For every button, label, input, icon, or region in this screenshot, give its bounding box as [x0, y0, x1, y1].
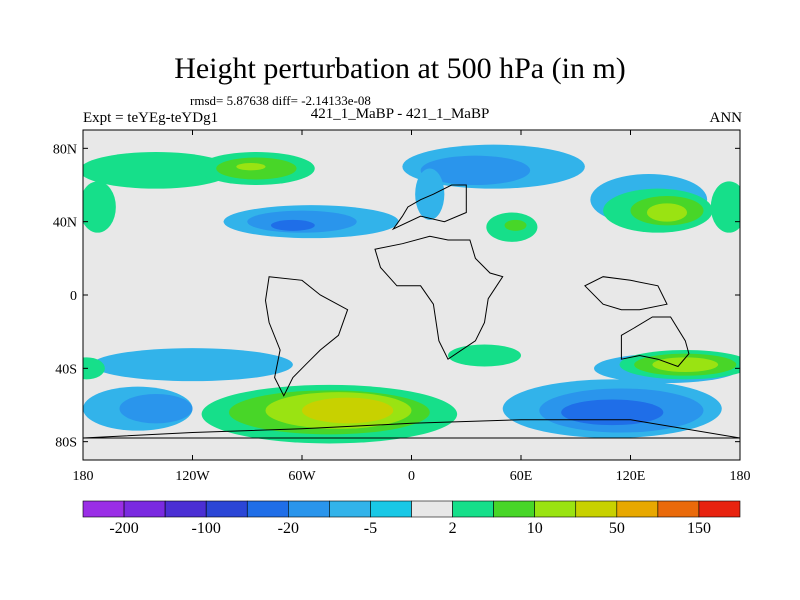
- x-tick-label-1: 120W: [175, 469, 210, 484]
- colorbar: -200 -100 -20 -5 2 10 50 150: [82, 500, 741, 537]
- blob-so-peak-east: [561, 399, 664, 426]
- colorbar-box-1: [123, 500, 166, 518]
- x-tick-label-3: 0: [408, 469, 415, 484]
- colorbar-label-2: -20: [278, 520, 299, 537]
- colorbar-label-7: 150: [687, 520, 711, 537]
- colorbar-label-4: 2: [449, 520, 457, 537]
- colorbar-label-6: 50: [609, 520, 625, 537]
- coastlines: [83, 184, 740, 439]
- colorbar-label-5: 10: [527, 520, 543, 537]
- x-tick-label-2: 60W: [288, 469, 316, 484]
- colorbar-box-14: [657, 500, 700, 518]
- blob-arctic-west: [83, 152, 233, 189]
- x-axis: 180 120W 60W 0 60E 120E 180: [73, 130, 751, 484]
- y-tick-label-2: 0: [70, 289, 77, 304]
- y-axis: 80N 40N 0 40S 80S: [53, 142, 740, 451]
- blob-s-low-west: [92, 348, 293, 382]
- colorbar-label-1: -100: [192, 520, 221, 537]
- colorbar-box-7: [370, 500, 412, 518]
- season-label: ANN: [709, 110, 743, 126]
- y-tick-label-0: 80N: [53, 142, 77, 157]
- colorbar-box-0: [82, 500, 125, 518]
- experiment-label: Expt = teYEg-teYDg1: [83, 110, 219, 126]
- colorbar-box-9: [452, 500, 494, 518]
- blob-sib-core: [420, 155, 531, 185]
- colorbar-box-12: [575, 500, 618, 518]
- colorbar-box-3: [205, 500, 248, 518]
- colorbar-box-6: [329, 500, 371, 518]
- colorbar-box-4: [246, 500, 289, 518]
- colorbar-box-10: [493, 500, 535, 518]
- colorbar-box-8: [411, 500, 453, 518]
- y-tick-label-4: 80S: [55, 436, 77, 451]
- case-label: 421_1_MaBP - 421_1_MaBP: [310, 106, 490, 122]
- x-tick-label-4: 60E: [510, 469, 533, 484]
- colorbar-box-2: [164, 500, 207, 518]
- chart-title: Height perturbation at 500 hPa (in m): [174, 52, 626, 85]
- colorbar-label-0: -200: [109, 520, 138, 537]
- coast-africa: [374, 235, 504, 360]
- blob-so-peak: [302, 397, 394, 424]
- blob-wrap-ne: [710, 181, 740, 233]
- blob-asia-core: [504, 219, 527, 231]
- blob-wrap-sw: [83, 357, 105, 380]
- blob-npac-peak: [646, 203, 688, 222]
- blob-s-high-mid: [448, 344, 521, 367]
- y-tick-label-1: 40N: [53, 216, 77, 231]
- blob-so-core-west: [119, 394, 193, 424]
- stats-line: rmsd= 5.87638 diff= -2.14133e-08: [190, 93, 371, 108]
- y-tick-label-3: 40S: [55, 362, 77, 377]
- blob-sio-peak: [652, 357, 719, 372]
- colorbar-box-13: [616, 500, 659, 518]
- colorbar-box-15: [698, 500, 741, 518]
- coast-europe: [391, 184, 467, 231]
- blob-arctic-peak: [236, 163, 266, 171]
- x-tick-label-6: 180: [730, 469, 751, 484]
- colorbar-box-11: [534, 500, 577, 518]
- coast-australia: [620, 316, 690, 368]
- coast-antarctica: [83, 419, 740, 439]
- colorbar-box-5: [288, 500, 330, 518]
- coast-south-america: [264, 276, 349, 397]
- blob-natl-peak: [270, 219, 315, 231]
- x-tick-label-5: 120E: [616, 469, 646, 484]
- coast-indonesia: [584, 276, 668, 311]
- x-tick-label-0: 180: [73, 469, 94, 484]
- blob-wrap-nw: [83, 181, 116, 233]
- colorbar-label-3: -5: [364, 520, 377, 537]
- blob-sib-arm: [415, 168, 445, 220]
